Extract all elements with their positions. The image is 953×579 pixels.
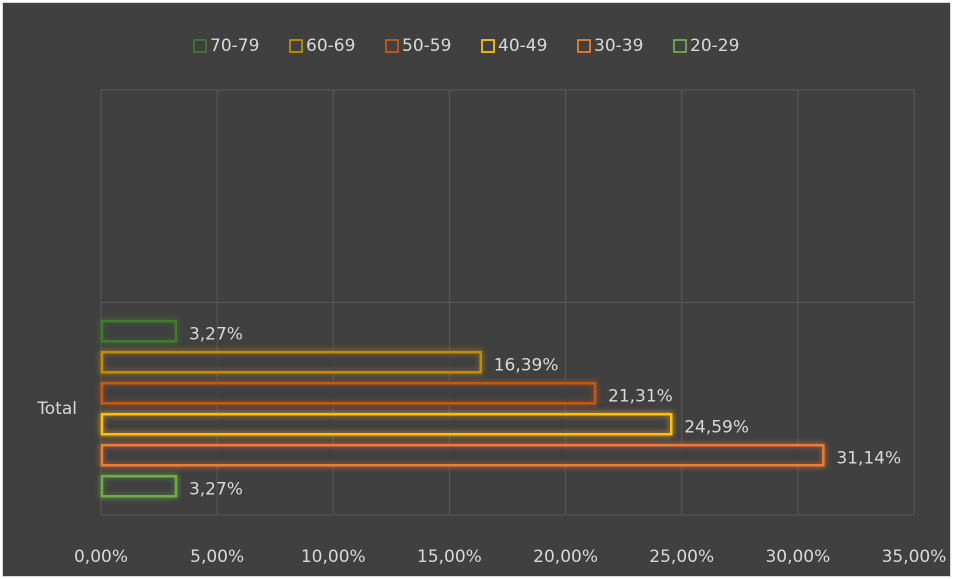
bar <box>100 444 825 467</box>
x-tick-label: 10,00% <box>301 547 366 567</box>
legend-label: 40-49 <box>498 36 547 56</box>
legend-marker <box>481 39 495 53</box>
x-tick-label: 30,00% <box>765 547 830 567</box>
legend-marker <box>673 39 687 53</box>
legend-label: 30-39 <box>594 36 643 56</box>
bar <box>100 351 482 374</box>
legend-label: 20-29 <box>690 36 739 56</box>
x-tick-label: 0,00% <box>74 547 128 567</box>
bar <box>100 475 178 498</box>
data-label: 3,27% <box>189 479 243 499</box>
legend-marker <box>385 39 399 53</box>
legend-label: 70-79 <box>210 36 259 56</box>
legend-marker <box>577 39 591 53</box>
data-label: 24,59% <box>684 417 749 437</box>
data-label: 21,31% <box>608 386 673 406</box>
legend-label: 60-69 <box>306 36 355 56</box>
data-label: 3,27% <box>189 324 243 344</box>
bar <box>100 382 597 405</box>
x-tick-label: 5,00% <box>190 547 244 567</box>
data-label: 16,39% <box>494 355 559 375</box>
x-tick-label: 20,00% <box>533 547 598 567</box>
data-label: 31,14% <box>836 448 901 468</box>
bar <box>100 413 673 436</box>
legend-label: 50-59 <box>402 36 451 56</box>
bar <box>100 320 178 343</box>
legend-marker <box>193 39 207 53</box>
x-tick-label: 15,00% <box>417 547 482 567</box>
y-tick-label: Total <box>36 399 77 419</box>
legend-marker <box>289 39 303 53</box>
x-tick-label: 35,00% <box>882 547 947 567</box>
x-tick-label: 25,00% <box>649 547 714 567</box>
